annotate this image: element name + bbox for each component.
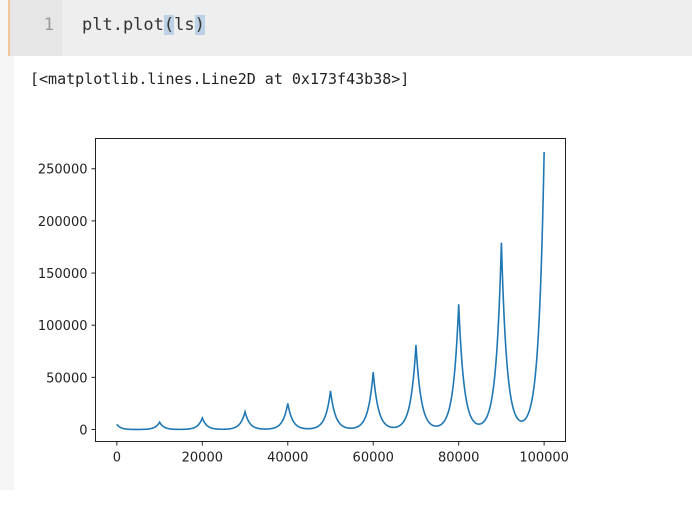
x-tick-label: 0 bbox=[113, 451, 121, 466]
y-tick-label: 50000 bbox=[46, 371, 87, 386]
code-paren-open: ( bbox=[163, 15, 175, 35]
y-tick-label: 100000 bbox=[38, 319, 88, 334]
x-tick-label: 20000 bbox=[182, 451, 223, 466]
y-tick-label: 150000 bbox=[38, 267, 88, 282]
code-arg: ls bbox=[174, 15, 195, 35]
code-func: plt.plot bbox=[82, 15, 164, 35]
y-tick-label: 250000 bbox=[38, 163, 88, 178]
y-tick-label: 200000 bbox=[38, 215, 88, 230]
cell-prompt-margin bbox=[0, 0, 14, 490]
line-number: 1 bbox=[43, 15, 54, 35]
x-tick-label: 80000 bbox=[438, 451, 479, 466]
x-tick-label: 40000 bbox=[267, 451, 308, 466]
y-tick-label: 0 bbox=[79, 424, 87, 439]
code-line[interactable]: plt.plot(ls) bbox=[82, 15, 205, 35]
series-line bbox=[116, 151, 545, 431]
line-number-gutter: 1 bbox=[10, 0, 62, 56]
code-cell-input[interactable]: 1 plt.plot(ls) bbox=[8, 0, 692, 56]
x-tick-label: 100000 bbox=[519, 451, 569, 466]
code-paren-close: ) bbox=[194, 15, 205, 35]
x-tick-label: 60000 bbox=[353, 451, 394, 466]
output-repr: [<matplotlib.lines.Line2D at 0x173f43b38… bbox=[30, 70, 410, 88]
axes-frame bbox=[95, 138, 566, 442]
